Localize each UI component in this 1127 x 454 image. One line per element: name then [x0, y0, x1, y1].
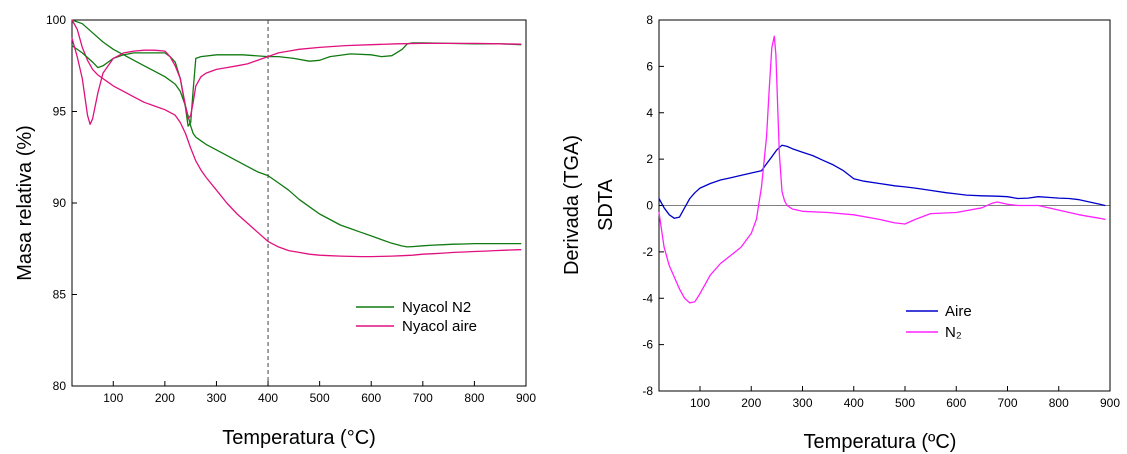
dtg-y-axis-title-inner: SDTA — [595, 178, 617, 231]
tga-y-tick-label: 90 — [53, 196, 67, 210]
tga-x-tick-label: 600 — [361, 391, 381, 405]
dtg-chart: 100 200 300 400 500 600 700 800 900 -8 -6 -4 -2 0 2 4 6… — [561, 13, 1120, 453]
tga-x-tick-label: 800 — [464, 391, 484, 405]
tga-x-axis-title: Temperatura (°C) — [222, 427, 376, 449]
dtg-x-tick-label: 600 — [946, 396, 966, 410]
dtg-y-tick-label: -6 — [642, 338, 653, 352]
dtg-x-tick-label: 800 — [1049, 396, 1069, 410]
dtg-series-line-aire — [658, 144, 1106, 219]
tga-series-line-derivative-3 — [71, 37, 522, 125]
dtg-series-line-n — [658, 35, 1106, 304]
tga-chart: 100 200 300 400 500 600 700 800 900 80 85 90 95 100 … — [14, 13, 536, 449]
dtg-x-tick-label: 100 — [690, 396, 710, 410]
tga-y-tick-label: 85 — [53, 288, 67, 302]
tga-y-tick-label: 95 — [53, 105, 67, 119]
dtg-y-tick-label: 6 — [646, 59, 653, 73]
dtg-y-tick-label: -2 — [642, 245, 653, 259]
tga-series-group — [71, 19, 522, 258]
tga-series-line-nyacol-aire — [71, 19, 522, 258]
tga-legend: Nyacol N2 Nyacol aire — [356, 299, 477, 335]
tga-x-tick-label: 700 — [413, 391, 433, 405]
dtg-x-tick-label: 300 — [792, 396, 812, 410]
dtg-y-tick-label: 8 — [646, 13, 653, 27]
tga-series-line-derivative-2 — [71, 42, 522, 127]
dtg-x-tick-label: 400 — [844, 396, 864, 410]
dtg-y-tick-label: -4 — [642, 291, 653, 305]
dtg-y-tick-label: 2 — [646, 152, 653, 166]
tga-x-ticks: 100 200 300 400 500 600 700 800 900 — [103, 381, 536, 405]
tga-x-tick-label: 900 — [516, 391, 536, 405]
dtg-y-tick-label: 0 — [646, 199, 653, 213]
dtg-y-axis-title-outer: Derivada (TGA) — [561, 135, 583, 275]
dtg-x-axis-title: Temperatura (ºC) — [804, 431, 957, 453]
dtg-y-tick-label: 4 — [646, 106, 653, 120]
tga-y-tick-label: 100 — [46, 13, 66, 27]
tga-y-tick-label: 80 — [53, 379, 67, 393]
tga-series-line-nyacol-n2 — [71, 19, 522, 248]
dtg-x-tick-label: 900 — [1100, 396, 1120, 410]
dtg-legend: Aire N₂ — [906, 303, 972, 341]
tga-y-axis-title: Masa relativa (%) — [14, 125, 36, 281]
legend-label-nyacol-aire: Nyacol aire — [402, 318, 477, 335]
tga-x-tick-label: 300 — [206, 391, 226, 405]
dtg-x-tick-label: 500 — [895, 396, 915, 410]
legend-label-nyacol-n2: Nyacol N2 — [402, 299, 471, 316]
legend-label-aire: Aire — [945, 303, 972, 320]
tga-y-ticks: 80 85 90 95 100 — [46, 13, 77, 393]
tga-x-tick-label: 400 — [258, 391, 278, 405]
dtg-y-tick-label: -8 — [642, 384, 653, 398]
tga-x-tick-label: 500 — [310, 391, 330, 405]
dtg-x-tick-label: 700 — [997, 396, 1017, 410]
tga-x-tick-label: 100 — [103, 391, 123, 405]
dtg-y-ticks: -8 -6 -4 -2 0 2 4 6 8 — [642, 13, 664, 398]
dtg-series-group — [658, 35, 1106, 304]
dtg-x-ticks: 100 200 300 400 500 600 700 800 900 — [690, 386, 1120, 410]
tga-x-tick-label: 200 — [155, 391, 175, 405]
dtg-x-tick-label: 200 — [741, 396, 761, 410]
legend-label-n2: N₂ — [945, 324, 962, 341]
